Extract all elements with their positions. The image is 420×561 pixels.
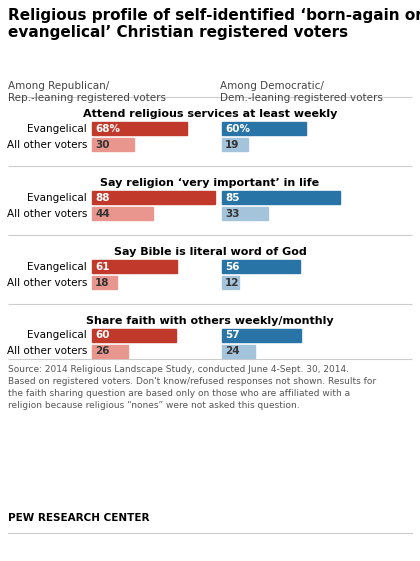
Text: All other voters: All other voters [7,209,87,218]
Text: 18: 18 [95,278,110,287]
Text: Religious profile of self-identified ‘born-again or
evangelical’ Christian regis: Religious profile of self-identified ‘bo… [8,8,420,40]
Text: 61: 61 [95,261,110,272]
Text: 68%: 68% [95,123,120,134]
Text: Say Bible is literal word of God: Say Bible is literal word of God [114,247,306,257]
Text: 26: 26 [95,347,110,356]
Text: 60: 60 [95,330,110,341]
Bar [92,260,177,273]
Text: Evangelical: Evangelical [27,123,87,134]
Bar [222,138,249,151]
Bar [92,122,186,135]
Text: 33: 33 [225,209,239,218]
Bar [222,345,255,358]
Text: All other voters: All other voters [7,347,87,356]
Bar [92,138,134,151]
Text: Attend religious services at least weekly: Attend religious services at least weekl… [83,109,337,119]
Text: Say religion ‘very important’ in life: Say religion ‘very important’ in life [100,178,320,188]
Bar [222,191,340,204]
Text: Among Democratic/
Dem.-leaning registered voters: Among Democratic/ Dem.-leaning registere… [220,81,383,103]
Text: 88: 88 [95,192,110,203]
Bar [222,260,300,273]
Bar [222,329,302,342]
Text: 60%: 60% [225,123,250,134]
Text: 30: 30 [95,140,110,149]
Bar [222,207,268,220]
Text: Evangelical: Evangelical [27,261,87,272]
Text: 44: 44 [95,209,110,218]
Bar [222,276,239,289]
Text: 85: 85 [225,192,239,203]
Text: All other voters: All other voters [7,140,87,149]
Text: Evangelical: Evangelical [27,330,87,341]
Text: Evangelical: Evangelical [27,192,87,203]
Text: 12: 12 [225,278,239,287]
Bar [92,207,153,220]
Bar [92,191,215,204]
Text: PEW RESEARCH CENTER: PEW RESEARCH CENTER [8,513,150,523]
Bar [92,329,176,342]
Bar [92,345,128,358]
Text: All other voters: All other voters [7,278,87,287]
Bar [92,276,117,289]
Text: Share faith with others weekly/monthly: Share faith with others weekly/monthly [86,316,334,326]
Text: 56: 56 [225,261,239,272]
Text: 19: 19 [225,140,239,149]
Text: 57: 57 [225,330,240,341]
Text: Among Republican/
Rep.-leaning registered voters: Among Republican/ Rep.-leaning registere… [8,81,166,103]
Bar [222,122,305,135]
Text: 24: 24 [225,347,240,356]
Text: Source: 2014 Religious Landscape Study, conducted June 4-Sept. 30, 2014.
Based o: Source: 2014 Religious Landscape Study, … [8,365,376,411]
